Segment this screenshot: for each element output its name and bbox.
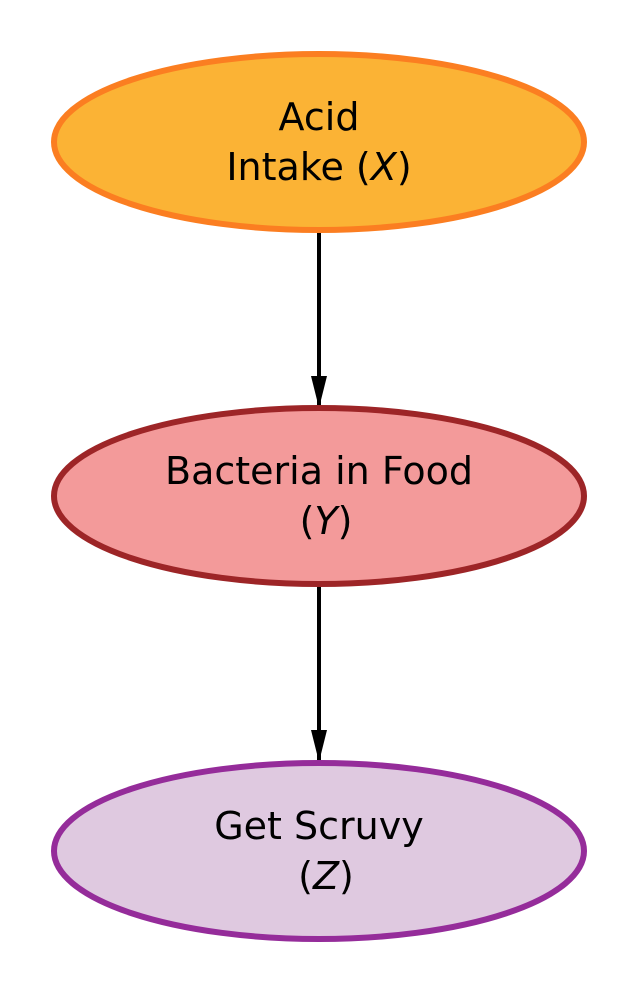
node-bacteria-in-food: Bacteria in Food (Y) (51, 405, 587, 587)
node-acid-intake-line1: Acid (279, 95, 360, 139)
node-get-scurvy-line2: (Z) (298, 854, 354, 898)
node-get-scurvy-line1: Get Scruvy (214, 804, 424, 848)
node-get-scurvy-ellipse (51, 760, 587, 942)
node-acid-intake-ellipse (51, 51, 587, 233)
node-bacteria-in-food-ellipse (51, 405, 587, 587)
node-bacteria-in-food-line1: Bacteria in Food (165, 449, 473, 493)
node-acid-intake-line2: Intake (X) (226, 145, 411, 189)
node-acid-intake: Acid Intake (X) (51, 51, 587, 233)
node-get-scurvy: Get Scruvy (Z) (51, 760, 587, 942)
arrowhead-bacteria-to-scurvy (311, 730, 327, 762)
node-bacteria-in-food-line2: (Y) (300, 499, 353, 543)
arrowhead-acid-to-bacteria (311, 376, 327, 408)
